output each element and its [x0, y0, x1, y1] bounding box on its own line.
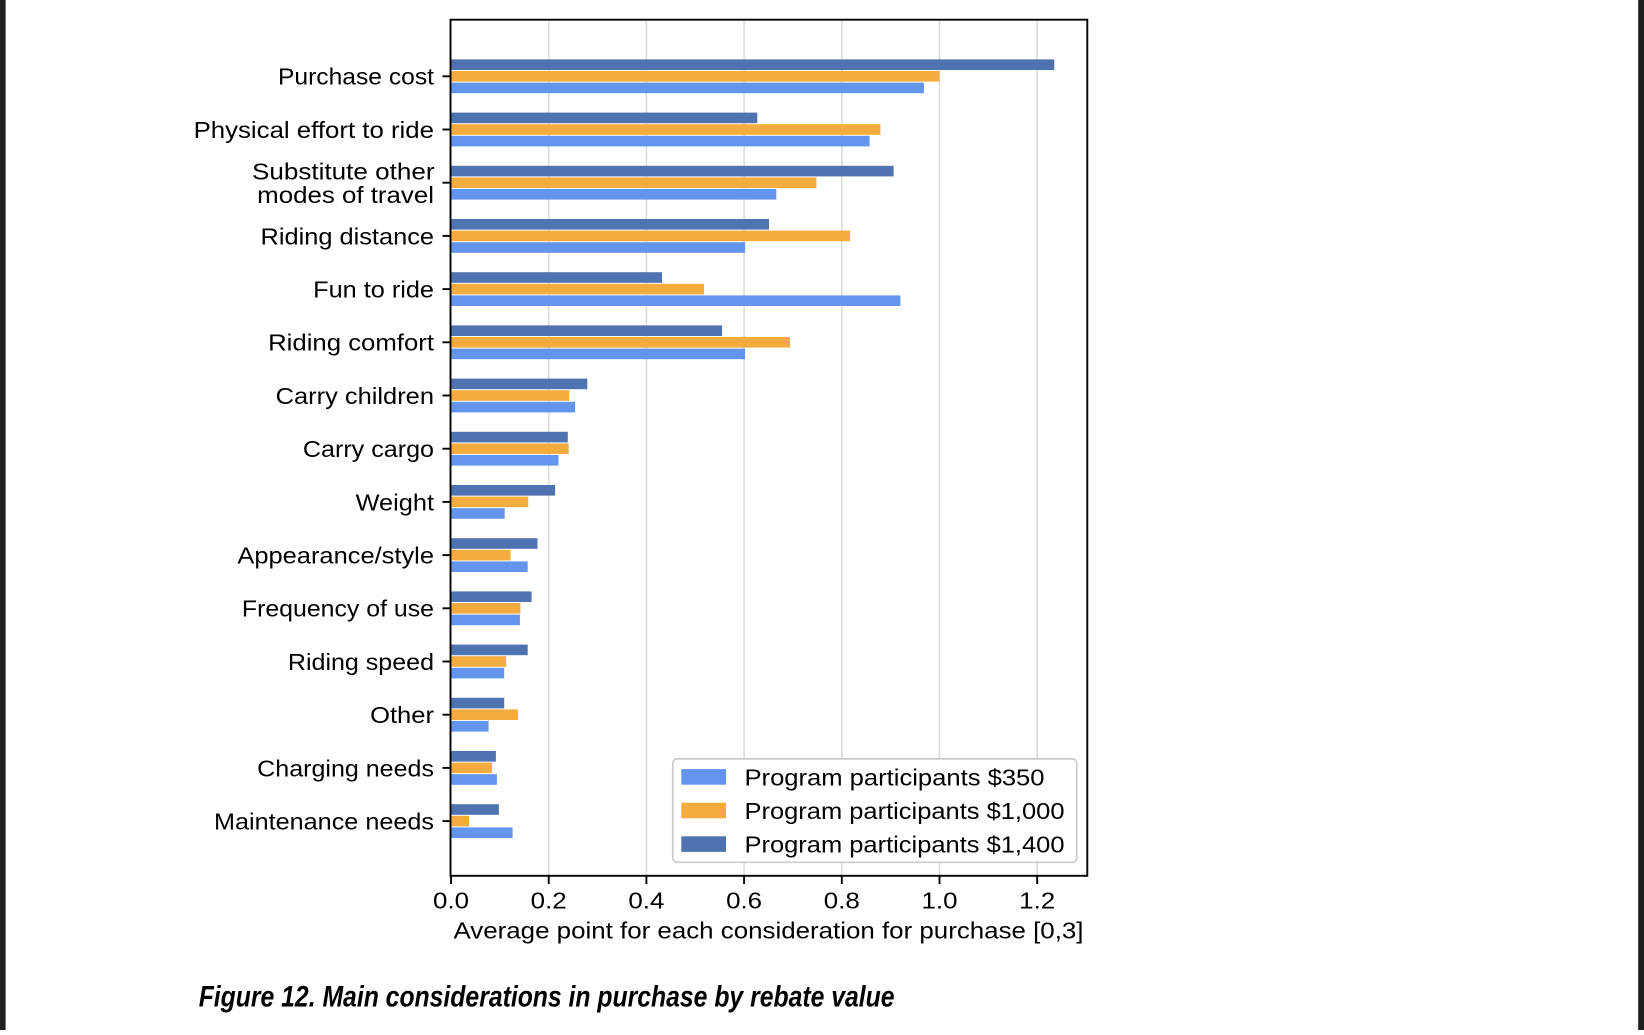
svg-text:0.6: 0.6	[726, 888, 762, 914]
svg-text:1.2: 1.2	[1019, 888, 1055, 914]
svg-text:Other: Other	[370, 702, 434, 728]
svg-text:Program participants $350: Program participants $350	[745, 765, 1045, 791]
svg-text:0.8: 0.8	[824, 888, 860, 914]
svg-text:Weight: Weight	[356, 489, 435, 515]
svg-text:Maintenance needs: Maintenance needs	[214, 809, 434, 835]
svg-text:0.0: 0.0	[433, 888, 469, 914]
svg-text:Carry cargo: Carry cargo	[303, 436, 434, 462]
svg-text:Frequency of use: Frequency of use	[242, 596, 434, 622]
svg-text:1.0: 1.0	[922, 888, 958, 914]
svg-text:Appearance/style: Appearance/style	[237, 543, 434, 569]
svg-text:Carry children: Carry children	[276, 383, 434, 409]
svg-text:Purchase cost: Purchase cost	[278, 64, 435, 90]
svg-text:Figure 12. Main considerations: Figure 12. Main considerations in purcha…	[199, 981, 895, 1014]
svg-text:0.2: 0.2	[531, 888, 567, 914]
svg-text:Riding comfort: Riding comfort	[268, 330, 435, 356]
svg-text:Program participants $1,000: Program participants $1,000	[745, 798, 1065, 824]
svg-text:Charging needs: Charging needs	[257, 755, 434, 781]
svg-text:Physical effort to ride: Physical effort to ride	[194, 117, 434, 143]
svg-text:Fun to ride: Fun to ride	[313, 277, 434, 303]
svg-text:Average point for each conside: Average point for each consideration for…	[454, 918, 1084, 944]
svg-text:Riding speed: Riding speed	[288, 649, 434, 675]
svg-text:Riding distance: Riding distance	[261, 223, 435, 249]
svg-text:modes of travel: modes of travel	[257, 182, 434, 208]
svg-text:Program participants $1,400: Program participants $1,400	[745, 832, 1065, 858]
svg-text:Substitute other: Substitute other	[252, 158, 435, 184]
svg-text:0.4: 0.4	[628, 888, 664, 914]
